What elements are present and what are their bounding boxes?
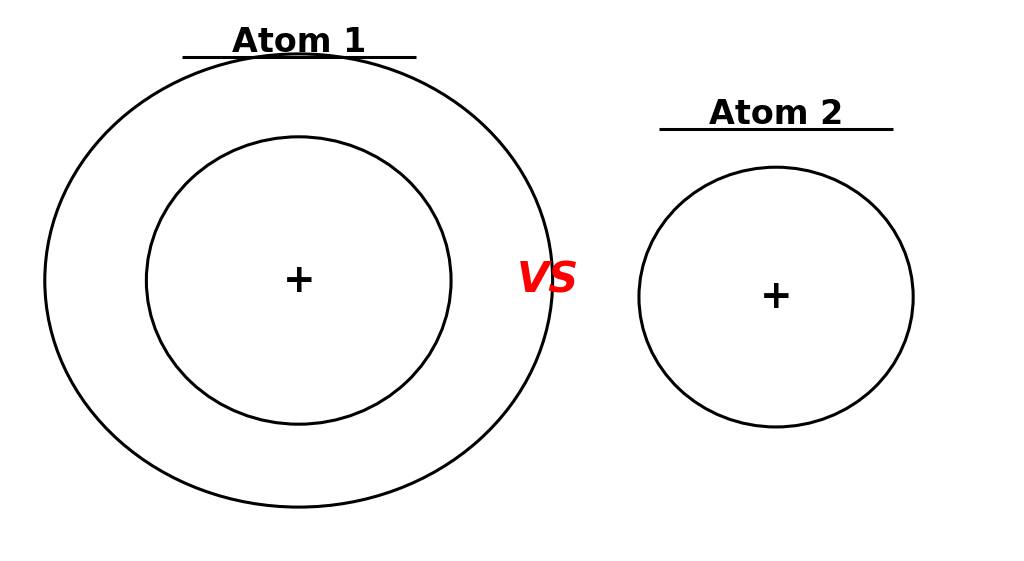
Text: +: + [283,261,315,300]
Text: +: + [760,278,793,316]
Text: Atom 1: Atom 1 [231,26,366,59]
Text: VS: VS [516,260,579,301]
Text: Atom 2: Atom 2 [709,98,843,131]
